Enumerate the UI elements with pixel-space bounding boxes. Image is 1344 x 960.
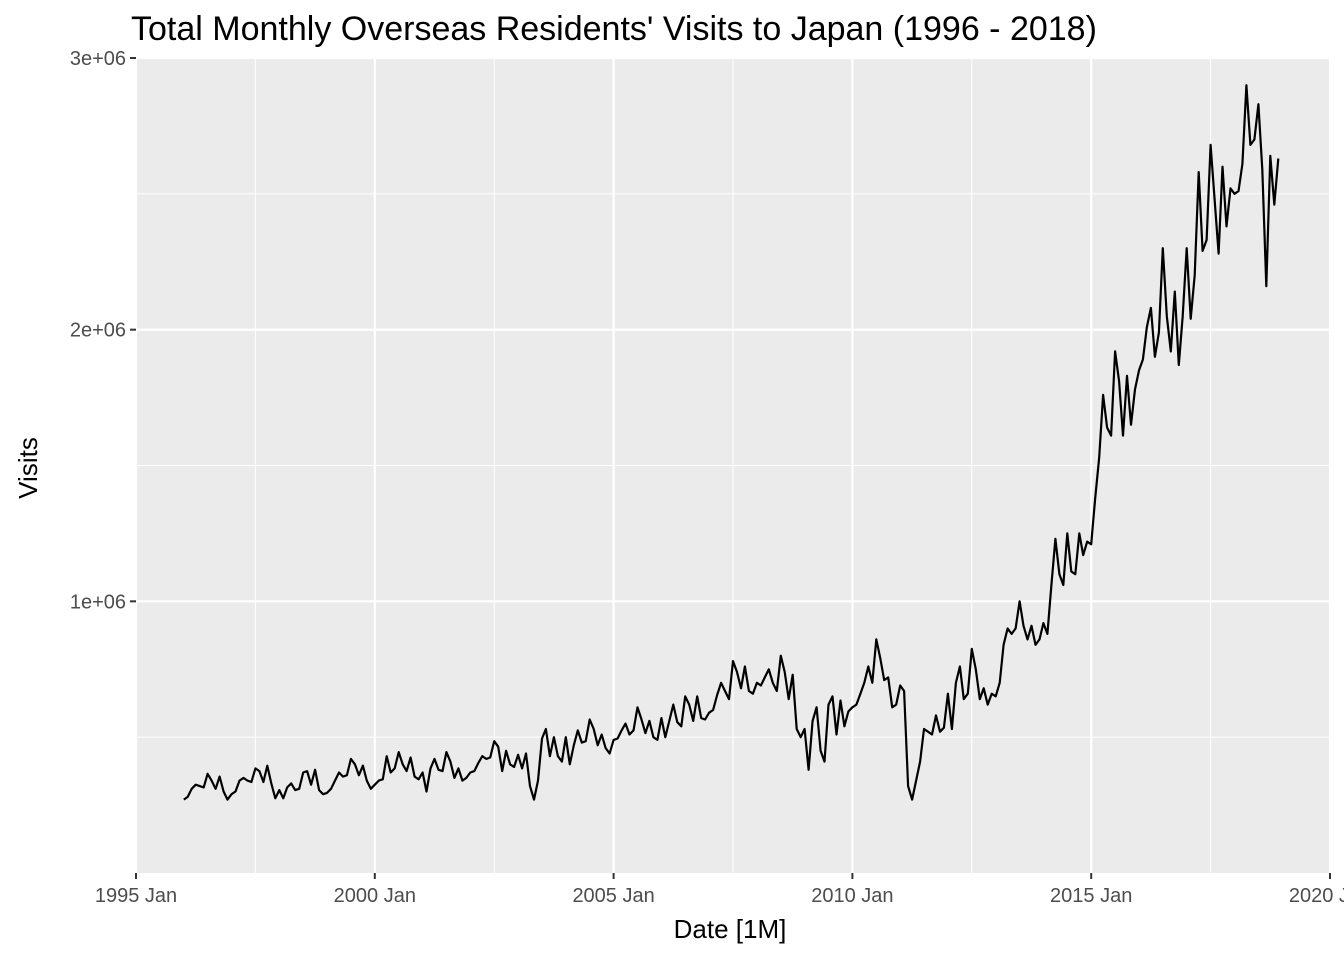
x-tick-label: 2020 Jan bbox=[1289, 885, 1344, 907]
x-tick-label: 2015 Jan bbox=[1050, 885, 1132, 907]
x-tick-label: 2000 Jan bbox=[334, 885, 416, 907]
x-axis-title: Date [1M] bbox=[674, 914, 787, 944]
y-tick-label: 1e+06 bbox=[70, 591, 126, 613]
y-tick-label: 2e+06 bbox=[70, 320, 126, 342]
series-line-visits bbox=[183, 84, 1280, 801]
x-tick-label: 2005 Jan bbox=[572, 885, 654, 907]
chart-title: Total Monthly Overseas Residents' Visits… bbox=[131, 10, 1097, 48]
y-axis-title: Visits bbox=[13, 437, 43, 499]
x-tick-label: 2010 Jan bbox=[811, 885, 893, 907]
x-tick-label: 1995 Jan bbox=[95, 885, 177, 907]
y-tick-label: 3e+06 bbox=[70, 48, 126, 70]
